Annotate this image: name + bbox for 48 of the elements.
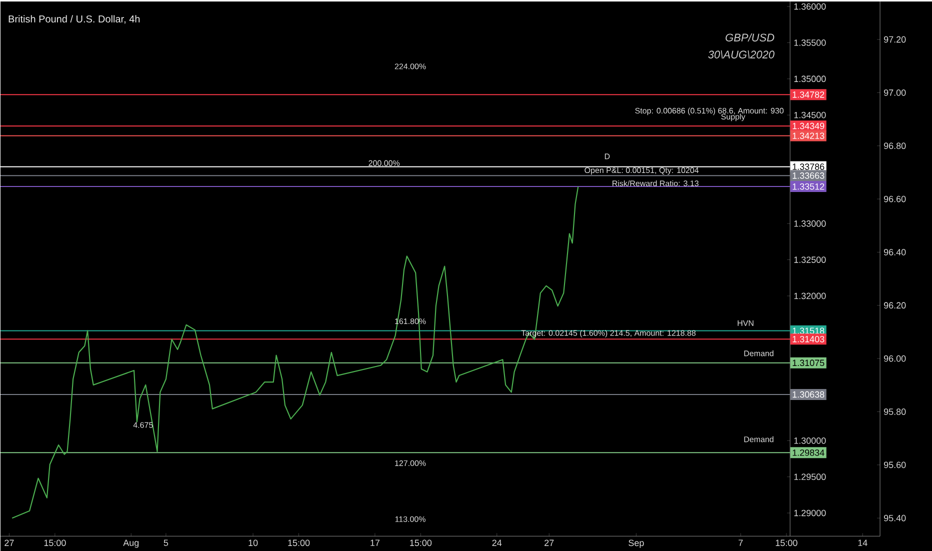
ref-line-label: 1.34349 <box>792 122 824 130</box>
ref-line-label: 1.33786 <box>792 163 824 170</box>
x-tick-label: 5 <box>164 540 168 546</box>
x-tick-label: 27 <box>4 540 14 546</box>
ref-line-label: 1.33663 <box>792 172 824 179</box>
y2-tick-label: 97.00 <box>884 89 906 96</box>
ref-line-label: 1.31403 <box>792 336 824 342</box>
y-tick-label: 1.32500 <box>794 256 826 263</box>
x-tick-label: 24 <box>492 540 502 546</box>
ref-line-label: 1.34782 <box>792 91 824 98</box>
x-tick-label: Aug <box>123 540 139 548</box>
y2-tick-label: 95.40 <box>884 514 906 522</box>
x-tick-label: 27 <box>544 540 554 546</box>
x-tick-label: Sep <box>628 540 644 548</box>
y2-tick-label: 96.80 <box>884 142 906 149</box>
y-tick-label: 1.32000 <box>794 292 826 300</box>
y-tick-label: 1.35000 <box>794 76 826 82</box>
x-tick-label: 15:00 <box>410 540 432 546</box>
y2-tick-label: 96.00 <box>884 355 906 362</box>
ref-line-label: 1.33512 <box>792 183 824 190</box>
y-tick-label: 1.35500 <box>794 39 826 46</box>
x-tick-label: 7 <box>738 540 743 546</box>
y2-tick-label: 95.60 <box>884 462 906 468</box>
y2-tick-label: 96.20 <box>884 302 906 308</box>
ref-line-label: 1.29834 <box>792 449 824 456</box>
y2-tick-label: 96.40 <box>884 248 906 256</box>
ref-line-label: 1.34213 <box>792 132 824 139</box>
y2-tick-label: 97.20 <box>884 36 906 43</box>
annotation: 30\AUG\2020 <box>708 50 774 58</box>
text: GBP/USD <box>726 33 774 42</box>
x-tick-label: 17 <box>370 540 380 546</box>
y2-tick-label: 96.60 <box>884 196 906 202</box>
x-tick-label: 14 <box>858 540 868 546</box>
y-tick-label: 1.29500 <box>794 474 826 480</box>
y-tick-label: 1.36000 <box>794 3 826 10</box>
y-tick-label: 1.33000 <box>794 220 826 227</box>
text: British Pound / U.S. Dollar, 4h <box>8 15 140 24</box>
x-tick-label: 15:00 <box>776 540 798 546</box>
x-tick-label: 15:00 <box>288 540 310 546</box>
y-tick-label: 1.29000 <box>794 510 826 516</box>
x-tick-label: 10 <box>248 540 258 546</box>
x-tick-label: 15:00 <box>44 540 66 546</box>
y-tick-label: 1.34500 <box>794 112 826 118</box>
y2-tick-label: 95.80 <box>884 408 906 415</box>
ref-line-label: 1.30638 <box>792 391 824 398</box>
ref-line-label: 1.31518 <box>792 328 824 334</box>
y-tick-label: 1.30000 <box>794 437 826 444</box>
ref-line-label: 1.31075 <box>792 360 824 366</box>
